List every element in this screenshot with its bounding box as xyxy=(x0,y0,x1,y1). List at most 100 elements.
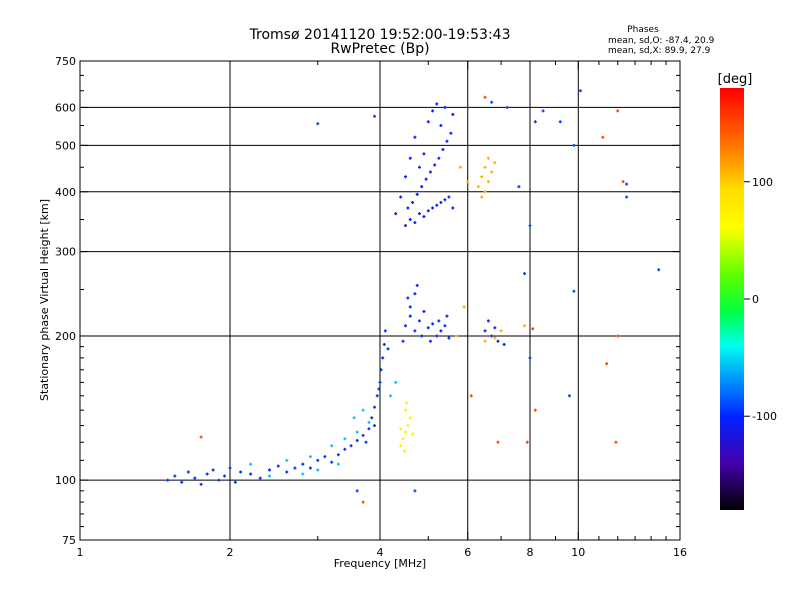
data-point xyxy=(249,472,253,476)
data-point xyxy=(445,314,449,318)
data-point xyxy=(480,195,484,199)
data-point xyxy=(267,474,271,478)
data-point xyxy=(276,464,280,468)
x-tick-label: 10 xyxy=(571,546,585,559)
data-point xyxy=(361,408,365,412)
data-point xyxy=(413,135,417,139)
data-point xyxy=(403,430,407,434)
data-point xyxy=(367,427,371,431)
colorbar-tick-label: -100 xyxy=(752,410,777,423)
data-point xyxy=(422,152,426,156)
data-point xyxy=(406,206,410,210)
y-tick-label: 750 xyxy=(55,55,76,68)
data-point xyxy=(403,449,407,453)
data-point xyxy=(180,480,184,484)
data-point xyxy=(285,458,289,462)
data-point xyxy=(533,408,537,412)
data-point xyxy=(483,190,487,194)
data-point xyxy=(411,200,415,204)
y-tick-label: 100 xyxy=(55,474,76,487)
colorbar xyxy=(720,88,744,510)
data-point xyxy=(541,109,545,113)
data-point xyxy=(373,424,377,428)
data-point xyxy=(293,466,297,470)
data-point xyxy=(417,319,421,323)
chart-title: Tromsø 20141120 19:52:00-19:53:43 xyxy=(249,27,511,43)
x-tick-label: 6 xyxy=(464,546,471,559)
data-point xyxy=(355,489,359,493)
colorbar-ticks: 100 0 -100 xyxy=(744,176,777,423)
data-point xyxy=(469,394,473,398)
y-tick-label: 75 xyxy=(62,534,76,547)
data-point xyxy=(415,283,419,287)
data-point xyxy=(406,424,410,428)
data-point xyxy=(411,432,415,436)
data-point xyxy=(330,460,334,464)
x-tick-label: 16 xyxy=(673,546,687,559)
data-point xyxy=(173,474,177,478)
x-tick-label: 8 xyxy=(527,546,534,559)
data-point xyxy=(483,329,487,333)
data-point xyxy=(458,165,462,169)
data-point xyxy=(408,305,412,309)
data-point xyxy=(493,336,497,340)
data-point xyxy=(567,394,571,398)
data-point xyxy=(199,435,203,439)
data-point xyxy=(370,416,374,420)
data-point xyxy=(483,95,487,99)
data-point xyxy=(431,109,435,113)
data-point xyxy=(413,329,417,333)
data-point xyxy=(437,156,441,160)
data-point xyxy=(435,203,439,207)
data-point xyxy=(445,139,449,143)
data-point xyxy=(417,165,421,169)
data-point xyxy=(422,309,426,313)
data-point xyxy=(422,215,426,219)
data-point xyxy=(533,120,537,124)
data-point xyxy=(480,175,484,179)
data-point xyxy=(490,100,494,104)
data-point xyxy=(505,105,509,109)
data-point xyxy=(424,177,428,181)
data-point xyxy=(352,416,356,420)
data-point xyxy=(417,212,421,216)
data-point xyxy=(435,102,439,106)
axis-ticks: 1 2 4 6 8 10 16 75 100 200 300 400 500 600 750 xyxy=(55,55,687,559)
data-point xyxy=(285,470,289,474)
data-point xyxy=(490,170,494,174)
data-point xyxy=(249,462,253,466)
colorbar-tick-label: 100 xyxy=(752,176,773,189)
y-tick-label: 300 xyxy=(55,246,76,259)
data-point xyxy=(496,339,500,343)
data-point xyxy=(428,170,432,174)
data-point xyxy=(486,319,490,323)
data-point xyxy=(316,468,320,472)
data-point xyxy=(605,362,609,366)
data-point xyxy=(431,206,435,210)
data-point xyxy=(308,455,312,459)
data-point xyxy=(399,195,403,199)
data-point xyxy=(403,408,407,412)
data-point xyxy=(217,478,221,482)
data-point xyxy=(483,339,487,343)
data-point xyxy=(572,143,576,147)
data-point xyxy=(523,272,527,276)
data-point xyxy=(601,135,605,139)
data-point xyxy=(614,440,618,444)
data-point xyxy=(433,163,437,167)
data-point xyxy=(377,387,381,391)
data-point xyxy=(525,440,529,444)
data-point xyxy=(364,440,368,444)
data-point xyxy=(531,327,535,331)
data-point xyxy=(336,462,340,466)
data-point xyxy=(499,329,503,333)
data-point xyxy=(343,437,347,441)
data-point xyxy=(493,326,497,330)
data-point xyxy=(449,131,453,135)
data-point xyxy=(406,296,410,300)
grid-lines xyxy=(80,61,680,540)
data-points xyxy=(166,89,661,504)
data-point xyxy=(378,380,382,384)
data-point xyxy=(490,334,494,338)
